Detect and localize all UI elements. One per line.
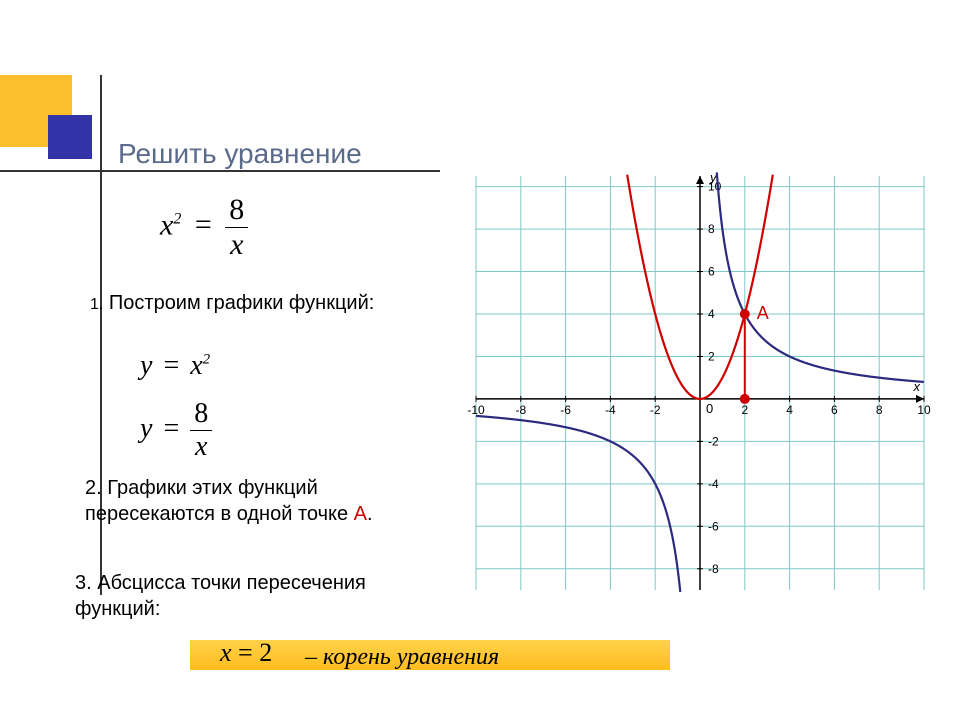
- chart-svg: -10-8-6-4-20246810246810-2-4-6-8xyА: [460, 170, 940, 600]
- svg-text:-2: -2: [650, 403, 661, 417]
- func1-lhs: y: [140, 350, 152, 381]
- func1-sup: 2: [203, 352, 211, 368]
- eq-den: x: [225, 228, 248, 260]
- decor-blue: [48, 115, 92, 159]
- svg-text:-8: -8: [515, 403, 526, 417]
- svg-text:-2: -2: [708, 434, 719, 448]
- svg-text:-6: -6: [560, 403, 571, 417]
- step2-dot: .: [367, 503, 373, 525]
- svg-text:2: 2: [741, 403, 748, 417]
- svg-text:4: 4: [786, 403, 793, 417]
- svg-text:2: 2: [708, 349, 715, 363]
- svg-text:8: 8: [876, 403, 883, 417]
- func2-num: 8: [190, 400, 212, 431]
- svg-text:6: 6: [831, 403, 838, 417]
- svg-text:0: 0: [706, 401, 713, 416]
- main-equation: x2 = 8 x: [160, 195, 248, 260]
- page-title: Решить уравнение: [118, 138, 362, 170]
- func2-equation: y = 8 x: [140, 400, 212, 461]
- func1-equation: y = x2: [140, 350, 210, 382]
- chart: -10-8-6-4-20246810246810-2-4-6-8xyА: [460, 170, 940, 600]
- svg-text:-8: -8: [708, 562, 719, 576]
- eq-lhs-sup: 2: [173, 210, 181, 227]
- step-3: 3. Абсцисса точки пересечения функций:: [75, 570, 415, 622]
- svg-text:10: 10: [917, 403, 931, 417]
- func2-lhs: y: [140, 413, 152, 444]
- func2-eq: =: [163, 413, 179, 444]
- step2-A: А: [354, 503, 367, 525]
- eq-num: 8: [225, 195, 248, 228]
- eq-equals: =: [195, 208, 212, 241]
- svg-text:-6: -6: [708, 519, 719, 533]
- svg-text:-4: -4: [708, 477, 719, 491]
- eq-lhs-base: x: [160, 208, 173, 241]
- svg-text:4: 4: [708, 307, 715, 321]
- step1-num: 1.: [90, 296, 103, 313]
- func2-fraction: 8 x: [190, 400, 212, 461]
- svg-text:-4: -4: [605, 403, 616, 417]
- step-2: 2. Графики этих функций пересекаются в о…: [85, 475, 425, 527]
- step-1: 1. Построим графики функций:: [90, 290, 420, 316]
- func1-base: x: [190, 350, 202, 381]
- decor-hline: [0, 170, 440, 172]
- step1-text: Построим графики функций:: [109, 292, 374, 314]
- answer-eq: x = 2: [220, 638, 272, 668]
- func2-den: x: [190, 431, 212, 461]
- answer-text: – корень уравнения: [305, 642, 499, 673]
- svg-text:8: 8: [708, 222, 715, 236]
- func1-eq: =: [163, 350, 179, 381]
- svg-text:6: 6: [708, 265, 715, 279]
- step2-pre: 2. Графики этих функций пересекаются в о…: [85, 477, 354, 525]
- eq-fraction: 8 x: [225, 195, 248, 260]
- svg-text:А: А: [757, 303, 769, 323]
